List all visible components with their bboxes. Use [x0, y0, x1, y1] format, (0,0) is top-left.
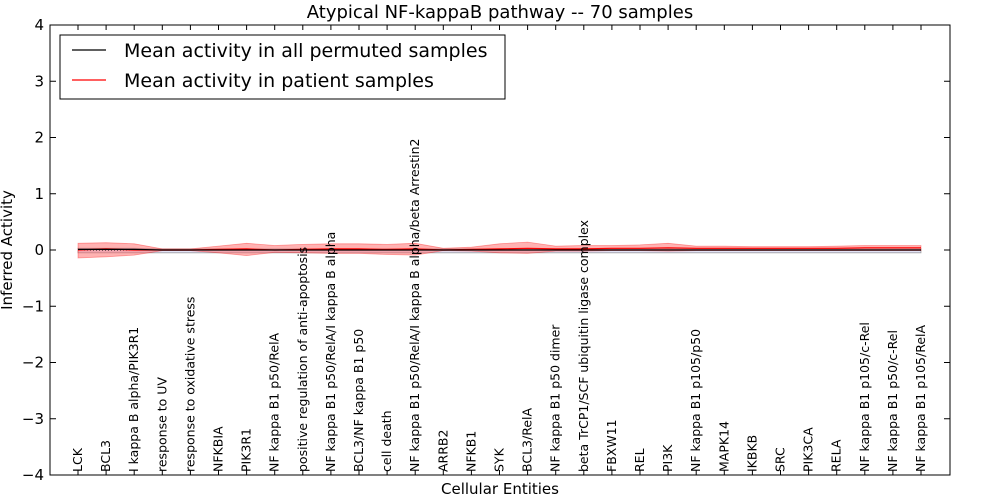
x-category-label: NF kappa B1 p50/RelA/I kappa B alpha/bet… — [407, 139, 422, 473]
y-axis: −4 −3 −2 −1 0 1 2 3 4 — [22, 16, 950, 484]
x-category-label: BCL3/NF kappa B1 p50 — [351, 329, 366, 472]
x-category-label: NF kappa B1 p105/c-Rel — [857, 322, 872, 472]
legend-entry-permuted: Mean activity in all permuted samples — [124, 40, 487, 62]
y-tick-label: −3 — [22, 410, 44, 428]
y-tick-label: −1 — [22, 297, 44, 315]
series-line-0 — [78, 248, 921, 251]
x-category-label: response to UV — [154, 377, 169, 472]
series-lines — [77, 247, 921, 251]
x-category-label: positive regulation of anti-apoptosis — [295, 247, 310, 472]
x-category-label: NFKBIA — [211, 426, 226, 472]
y-axis-label: Inferred Activity — [0, 190, 16, 310]
x-category-label: BCL3/RelA — [520, 408, 535, 472]
x-category-label: NFKB1 — [463, 431, 478, 472]
x-axis-label: Cellular Entities — [441, 480, 559, 498]
x-category-label: NF kappa B1 p105/RelA — [913, 325, 928, 472]
x-category-label: FBXW11 — [604, 419, 619, 472]
x-category-label: PIK3R1 — [239, 428, 254, 472]
x-category-label: response to oxidative stress — [182, 297, 197, 472]
x-category-label: IKBKB — [744, 435, 759, 472]
x-category-label: NF kappa B1 p50/c-Rel — [885, 330, 900, 472]
x-axis-category-labels: LCK BCL3 I kappa B alpha/PIK3R1 response to… — [70, 25, 928, 475]
x-category-label: NF kappa B1 p50/RelA/I kappa B alpha — [323, 232, 338, 472]
x-category-label: ARRB2 — [435, 430, 450, 472]
x-category-label: NF kappa B1 p50/RelA — [267, 332, 282, 472]
x-category-label: NF kappa B1 p105/p50 — [688, 329, 703, 472]
x-category-label: MAPK14 — [716, 421, 731, 472]
y-tick-label: 2 — [34, 129, 44, 147]
y-tick-label: 3 — [34, 72, 44, 90]
y-tick-label: 4 — [34, 16, 44, 34]
x-category-label: LCK — [70, 447, 85, 472]
x-category-label: PIK3CA — [801, 427, 816, 472]
x-category-label: BCL3 — [98, 440, 113, 472]
x-category-label: I kappa B alpha/PIK3R1 — [126, 327, 141, 472]
y-tick-label: 1 — [34, 185, 44, 203]
x-category-label: SRC — [773, 447, 788, 472]
x-category-label: PI3K — [660, 444, 675, 472]
x-category-label: RELA — [829, 439, 844, 472]
x-category-label: SYK — [492, 447, 507, 472]
x-category-label: NF kappa B1 p50 dimer — [548, 324, 563, 472]
x-category-label: REL — [632, 448, 647, 472]
legend-entry-patient: Mean activity in patient samples — [124, 70, 434, 92]
legend: Mean activity in all permuted samples Me… — [59, 34, 506, 100]
x-category-label: cell death — [379, 410, 394, 472]
chart-title: Atypical NF-kappaB pathway -- 70 samples — [307, 2, 693, 23]
legend-box — [59, 34, 506, 100]
y-tick-label: −2 — [22, 354, 44, 372]
y-tick-label: −4 — [22, 466, 44, 484]
x-category-label: beta TrCP1/SCF ubiquitin ligase complex — [576, 220, 591, 472]
y-tick-label: 0 — [34, 241, 44, 259]
